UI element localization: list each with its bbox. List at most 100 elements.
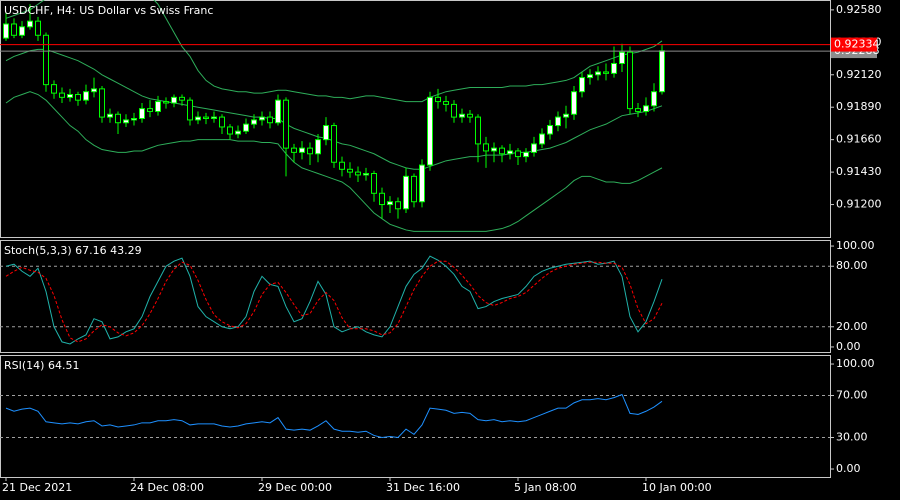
y-tick-label: 0.92120 bbox=[836, 68, 882, 81]
candle-body bbox=[19, 26, 25, 36]
candle-body bbox=[339, 161, 345, 170]
candle-body bbox=[243, 123, 249, 132]
y-tick-label: 0.00 bbox=[836, 462, 861, 475]
candle-body bbox=[211, 116, 217, 120]
candle-body bbox=[131, 118, 137, 121]
candle-body bbox=[259, 116, 265, 121]
candle-body bbox=[59, 92, 65, 98]
candle-body bbox=[603, 71, 609, 74]
y-tick-label: 0.91200 bbox=[836, 198, 882, 211]
candle-body bbox=[531, 143, 537, 153]
candle-body bbox=[571, 91, 577, 115]
candle-body bbox=[515, 150, 521, 158]
candle-body bbox=[579, 77, 585, 93]
candle-body bbox=[147, 108, 153, 112]
candle-body bbox=[419, 164, 425, 203]
x-tick-label: 10 Jan 00:00 bbox=[642, 481, 712, 494]
candle-body bbox=[483, 143, 489, 152]
panel-title: RSI(14) 64.51 bbox=[4, 359, 79, 372]
candle-body bbox=[203, 116, 209, 120]
candle-body bbox=[611, 62, 617, 74]
bollinger-band bbox=[5, 0, 663, 103]
candle-body bbox=[283, 99, 289, 149]
panel-title: Stoch(5,3,3) 67.16 43.29 bbox=[4, 244, 142, 257]
candle-body bbox=[11, 23, 17, 36]
candle-body bbox=[91, 88, 97, 93]
candle-body bbox=[587, 74, 593, 79]
candle-body bbox=[627, 51, 633, 110]
candle-body bbox=[467, 113, 473, 118]
panel-frame bbox=[0, 0, 831, 238]
candle-body bbox=[99, 88, 105, 118]
candle-body bbox=[267, 116, 273, 124]
candle-body bbox=[547, 125, 553, 135]
candle-body bbox=[555, 116, 561, 127]
candle-body bbox=[163, 101, 169, 104]
y-tick-label: 0.92580 bbox=[836, 3, 882, 16]
candle-body bbox=[459, 113, 465, 118]
candle-body bbox=[3, 23, 9, 39]
candle-body bbox=[291, 147, 297, 153]
candle-body bbox=[563, 113, 569, 118]
y-tick-label: 0.91660 bbox=[836, 133, 882, 146]
candle-body bbox=[379, 192, 385, 206]
x-tick-label: 21 Dec 2021 bbox=[2, 481, 72, 494]
indicator-line bbox=[5, 255, 663, 345]
candle-body bbox=[347, 168, 353, 173]
candle-body bbox=[499, 147, 505, 155]
candle-body bbox=[275, 99, 281, 124]
candle-body bbox=[187, 99, 193, 121]
candle-body bbox=[403, 175, 409, 210]
candle-body bbox=[539, 133, 545, 145]
candle-body bbox=[507, 150, 513, 155]
candle-body bbox=[179, 96, 185, 101]
candle-body bbox=[395, 201, 401, 210]
candle-body bbox=[219, 116, 225, 128]
candle-body bbox=[115, 113, 121, 124]
candle-body bbox=[83, 91, 89, 101]
candle-body bbox=[35, 20, 41, 36]
candle-body bbox=[475, 116, 481, 145]
y-tick-label: 0.00 bbox=[836, 340, 861, 353]
candle-body bbox=[595, 71, 601, 76]
x-tick-label: 24 Dec 08:00 bbox=[130, 481, 204, 494]
panel-frame bbox=[0, 355, 831, 478]
candle-body bbox=[651, 91, 657, 107]
candle-body bbox=[643, 105, 649, 112]
candle-body bbox=[451, 103, 457, 118]
candle-body bbox=[155, 101, 161, 112]
candle-body bbox=[363, 173, 369, 176]
panel-title: USDCHF, H4: US Dollar vs Swiss Franc bbox=[4, 4, 213, 17]
candle-body bbox=[171, 96, 177, 104]
candle-body bbox=[387, 201, 393, 206]
candle-body bbox=[307, 147, 313, 155]
candle-body bbox=[139, 108, 145, 119]
ask-label: 0.92334 bbox=[834, 38, 880, 51]
y-tick-label: 0.91430 bbox=[836, 165, 882, 178]
y-tick-label: 30.00 bbox=[836, 431, 868, 444]
candle-body bbox=[331, 125, 337, 163]
indicator-line bbox=[5, 393, 663, 439]
candle-body bbox=[443, 101, 449, 105]
x-tick-label: 31 Dec 16:00 bbox=[386, 481, 460, 494]
candle-body bbox=[227, 126, 233, 135]
candle-body bbox=[435, 96, 441, 103]
y-tick-label: 100.00 bbox=[836, 357, 875, 370]
candle-body bbox=[659, 50, 665, 93]
candle-body bbox=[491, 147, 497, 152]
y-tick-label: 0.91890 bbox=[836, 100, 882, 113]
candle-body bbox=[299, 147, 305, 153]
candle-body bbox=[107, 113, 113, 118]
y-tick-label: 70.00 bbox=[836, 389, 868, 402]
candle-body bbox=[67, 94, 73, 98]
y-tick-label: 80.00 bbox=[836, 259, 868, 272]
candle-body bbox=[427, 96, 433, 166]
candle-body bbox=[411, 175, 417, 203]
candle-body bbox=[235, 130, 241, 135]
candle-body bbox=[195, 116, 201, 121]
x-tick-label: 5 Jan 08:00 bbox=[514, 481, 577, 494]
candle-body bbox=[315, 139, 321, 155]
candle-body bbox=[371, 173, 377, 194]
candle-body bbox=[75, 94, 81, 101]
